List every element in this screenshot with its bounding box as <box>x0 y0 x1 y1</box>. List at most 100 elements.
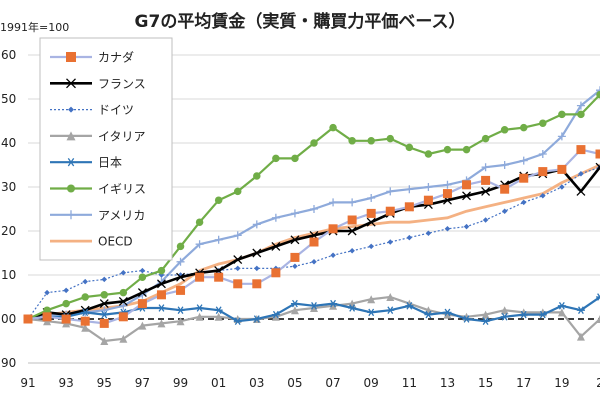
data-point <box>462 180 471 189</box>
x-tick-label: 17 <box>516 376 531 390</box>
data-point <box>443 181 451 189</box>
y-tick-label: 90 <box>1 356 16 370</box>
data-point <box>330 252 336 258</box>
data-point <box>43 312 52 321</box>
data-point <box>539 119 547 127</box>
data-point <box>81 317 90 326</box>
y-axis-unit-label: 1991年=100 <box>0 20 69 34</box>
data-point <box>24 315 33 324</box>
legend-label: フランス <box>98 77 146 91</box>
data-point <box>253 172 261 180</box>
data-point <box>596 150 600 159</box>
x-tick-label: 05 <box>287 376 302 390</box>
x-tick-label: 2 <box>596 376 600 390</box>
data-point <box>329 124 337 132</box>
data-point <box>521 200 527 206</box>
data-point <box>292 263 298 269</box>
data-point <box>272 155 280 163</box>
data-point <box>367 194 375 202</box>
data-point <box>501 161 509 169</box>
x-tick-label: 99 <box>173 376 188 390</box>
data-point <box>405 185 413 193</box>
data-point <box>367 209 376 218</box>
data-point <box>348 198 356 206</box>
data-point <box>138 299 147 308</box>
data-point <box>176 286 185 295</box>
data-point <box>407 235 413 241</box>
data-point <box>349 248 355 254</box>
data-point <box>177 307 185 314</box>
data-point <box>481 176 490 185</box>
data-point <box>444 146 452 154</box>
data-point <box>348 216 357 225</box>
data-point <box>520 124 528 132</box>
data-point <box>368 244 374 250</box>
legend-label: アメリカ <box>98 208 145 222</box>
data-point <box>119 312 128 321</box>
data-point <box>502 208 508 214</box>
data-point <box>120 289 128 297</box>
data-point <box>557 165 566 174</box>
data-point <box>234 188 242 196</box>
y-tick-label: 00 <box>1 312 16 326</box>
data-point <box>483 217 489 223</box>
data-point <box>291 209 299 217</box>
data-point <box>311 259 317 265</box>
data-point <box>310 205 318 213</box>
data-point <box>139 273 147 281</box>
data-point <box>62 300 70 308</box>
data-point <box>577 187 585 195</box>
legend-label: 日本 <box>98 156 122 170</box>
data-point <box>158 267 166 275</box>
data-point <box>329 224 338 233</box>
x-tick-label: 03 <box>249 376 264 390</box>
data-point <box>271 268 280 277</box>
data-point <box>177 243 185 251</box>
data-point <box>388 239 394 245</box>
legend-label: ドイツ <box>98 103 134 117</box>
data-point <box>310 139 318 147</box>
legend-label: イギリス <box>98 182 146 196</box>
data-point <box>195 273 204 282</box>
x-tick-label: 07 <box>325 376 340 390</box>
data-point <box>558 111 566 119</box>
data-point <box>463 146 471 154</box>
x-tick-label: 11 <box>402 376 417 390</box>
data-point <box>62 315 71 324</box>
data-point <box>140 268 146 274</box>
data-point <box>81 293 89 301</box>
data-point <box>367 137 375 145</box>
data-point <box>464 224 470 230</box>
data-point <box>196 218 204 226</box>
x-tick-label: 09 <box>364 376 379 390</box>
x-tick-label: 97 <box>135 376 150 390</box>
data-point <box>519 174 528 183</box>
y-tick-label: 10 <box>1 268 16 282</box>
data-point <box>235 266 241 272</box>
legend-box <box>40 38 172 260</box>
data-point <box>215 236 223 244</box>
y-tick-label: 50 <box>1 92 16 106</box>
x-tick-label: 15 <box>478 376 493 390</box>
x-tick-label: 01 <box>211 376 226 390</box>
data-point <box>196 305 204 312</box>
data-point <box>254 266 259 272</box>
data-point <box>387 135 395 143</box>
data-point <box>386 307 394 314</box>
data-point <box>348 137 356 145</box>
data-point <box>501 126 509 134</box>
data-point <box>386 187 394 195</box>
data-point <box>100 319 109 328</box>
legend-label: イタリア <box>98 129 146 143</box>
data-point <box>405 202 414 211</box>
x-tick-label: 93 <box>58 376 73 390</box>
data-point <box>215 196 223 204</box>
x-tick-label: 91 <box>20 376 35 390</box>
data-point <box>482 135 490 143</box>
data-point <box>538 167 547 176</box>
data-point <box>367 309 375 316</box>
x-tick-label: 95 <box>97 376 112 390</box>
